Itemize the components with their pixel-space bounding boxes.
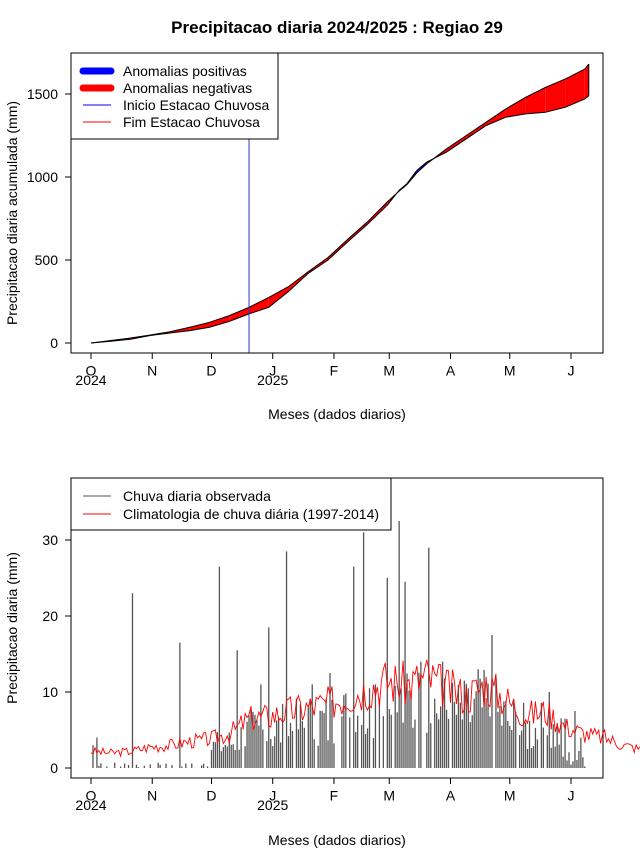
x-axis-label-bottom: Meses (dados diarios) (268, 832, 406, 848)
negative-anomaly-segment (545, 79, 566, 113)
y-axis-bottom: 0 10 20 30 (42, 532, 72, 776)
x-tick-label: M (383, 787, 395, 803)
legend-box-bottom (70, 477, 392, 531)
x-year-label: 2025 (257, 797, 288, 813)
negative-anomaly-segment (229, 307, 250, 322)
x-tick-label: J (269, 787, 276, 803)
legend-label-positive: Anomalias positivas (123, 63, 247, 79)
x-tick-label: O (86, 787, 97, 803)
legend-label-negative: Anomalias negativas (123, 80, 252, 96)
x-tick-label: J (568, 787, 575, 803)
legend-bottom: Chuva diaria observada Climatologia de c… (70, 477, 392, 531)
x-tick-label: J (568, 362, 575, 378)
climatology-cumulative-line (90, 63, 590, 344)
x-tick-label: M (383, 362, 395, 378)
x-axis-top: O N D J F M A M J 2024 2025 (75, 352, 575, 388)
y-tick-label: 0 (50, 760, 58, 776)
negative-anomaly-segment (446, 135, 467, 153)
chart-title: Precipitacao diaria 2024/2025 : Regiao 2… (171, 18, 503, 37)
x-tick-label: A (446, 787, 456, 803)
y-tick-label: 1000 (27, 169, 58, 185)
x-tick-label: M (504, 362, 516, 378)
y-axis-label-bottom: Precipitacao diaria (mm) (4, 552, 20, 704)
legend-label-observed: Chuva diaria observada (123, 488, 271, 504)
climatology-daily-line (90, 659, 640, 758)
negative-anomaly-segment (249, 297, 269, 314)
y-tick-label: 30 (42, 532, 58, 548)
x-tick-label: N (147, 787, 157, 803)
x-axis-label-top: Meses (dados diarios) (268, 406, 406, 422)
x-tick-label: J (269, 362, 276, 378)
legend-top: Anomalias positivas Anomalias negativas … (70, 52, 279, 140)
negative-anomaly-segment (209, 315, 230, 328)
observed-cumulative-line (90, 95, 590, 344)
negative-anomaly-segment (268, 286, 289, 308)
x-tick-label: D (206, 362, 216, 378)
negative-anomaly-segment (486, 108, 506, 126)
x-tick-label: N (147, 362, 157, 378)
x-tick-label: F (330, 787, 339, 803)
daily-panel: O N D J F M A M J 2024 2025 0 10 20 30 Meses (dados d… (4, 477, 640, 848)
y-axis-top: 0 500 1000 1500 (27, 86, 72, 351)
x-tick-label: O (86, 362, 97, 378)
legend-box-top (70, 52, 279, 140)
x-year-label: 2024 (75, 797, 106, 813)
legend-label-climatology: Climatologia de chuva diária (1997-2014) (123, 506, 379, 522)
negative-anomaly-segment (584, 64, 589, 99)
negative-anomaly-segment (466, 122, 487, 139)
x-year-label: 2025 (257, 372, 288, 388)
x-axis-bottom: O N D J F M A M J 2024 2025 (75, 777, 575, 813)
y-tick-label: 500 (35, 252, 59, 268)
cumulative-panel: O N D J F M A M J 2024 2025 0 500 1000 1500 Meses (da… (4, 52, 604, 422)
y-tick-label: 0 (50, 335, 58, 351)
x-tick-label: F (330, 362, 339, 378)
negative-anomaly-segment (189, 322, 210, 331)
legend-label-end: Fim Estacao Chuvosa (123, 114, 260, 130)
x-tick-label: D (206, 787, 216, 803)
negative-anomaly-segment (565, 69, 585, 108)
y-tick-label: 1500 (27, 86, 58, 102)
climatology-line (90, 659, 640, 758)
y-axis-label-top: Precipitacao diaria acumulada (mm) (4, 101, 20, 325)
daily-bars (92, 521, 586, 768)
x-tick-label: A (446, 362, 456, 378)
legend-label-start: Inicio Estacao Chuvosa (123, 97, 270, 113)
x-year-label: 2024 (75, 372, 106, 388)
x-tick-label: M (504, 787, 516, 803)
negative-anomaly-segment (505, 97, 526, 118)
y-tick-label: 20 (42, 608, 58, 624)
y-tick-label: 10 (42, 684, 58, 700)
negative-anomaly-segment (525, 87, 546, 114)
cumulative-lines (90, 63, 590, 344)
